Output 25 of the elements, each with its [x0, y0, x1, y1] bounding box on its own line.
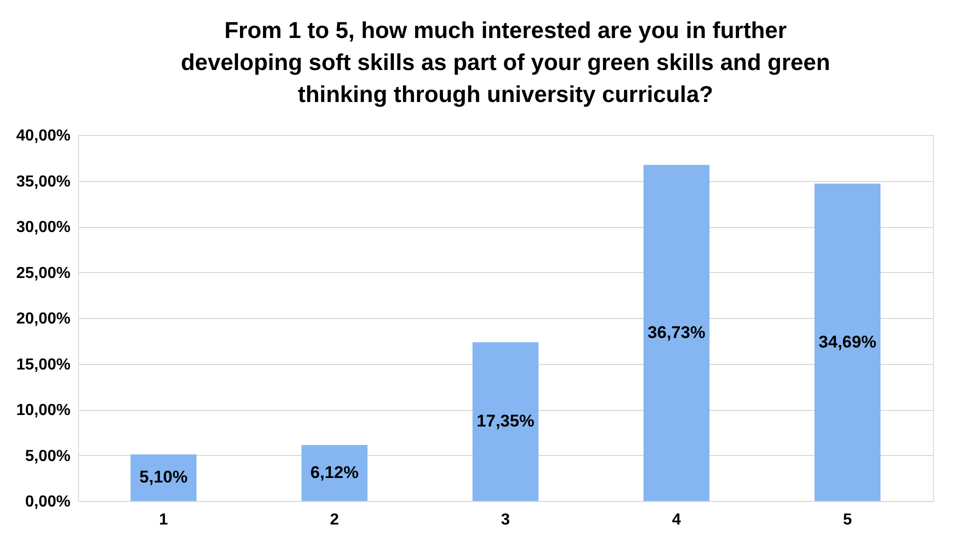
bar	[814, 184, 880, 501]
x-tick-label: 3	[501, 512, 510, 528]
bar	[302, 445, 368, 501]
y-tick-label: 15,00%	[16, 356, 70, 374]
y-tick-label: 40,00%	[16, 128, 70, 144]
y-tick-label: 25,00%	[16, 264, 70, 282]
y-tick-label: 35,00%	[16, 173, 70, 190]
data-label: 36,73%	[648, 322, 706, 342]
x-tick-label: 2	[330, 512, 340, 528]
data-label: 34,69%	[818, 332, 876, 352]
y-tick-label: 0,00%	[25, 494, 70, 510]
data-label: 5,10%	[139, 468, 188, 487]
x-tick-label: 4	[672, 512, 682, 528]
y-tick-label: 30,00%	[16, 219, 70, 236]
x-tick-label: 5	[843, 512, 852, 528]
data-label: 6,12%	[310, 463, 359, 482]
y-tick-label: 20,00%	[16, 310, 70, 328]
chart-title: From 1 to 5, how much interested are you in further developing soft skills as part of your green skills and green thinking through university curricula?	[180, 17, 830, 107]
bar	[130, 454, 196, 501]
y-tick-label: 10,00%	[16, 402, 70, 419]
bar	[472, 342, 538, 501]
data-label: 17,35%	[476, 412, 534, 431]
x-tick-label: 1	[159, 512, 168, 528]
y-tick-label: 5,00%	[25, 448, 70, 465]
bar	[644, 164, 710, 501]
